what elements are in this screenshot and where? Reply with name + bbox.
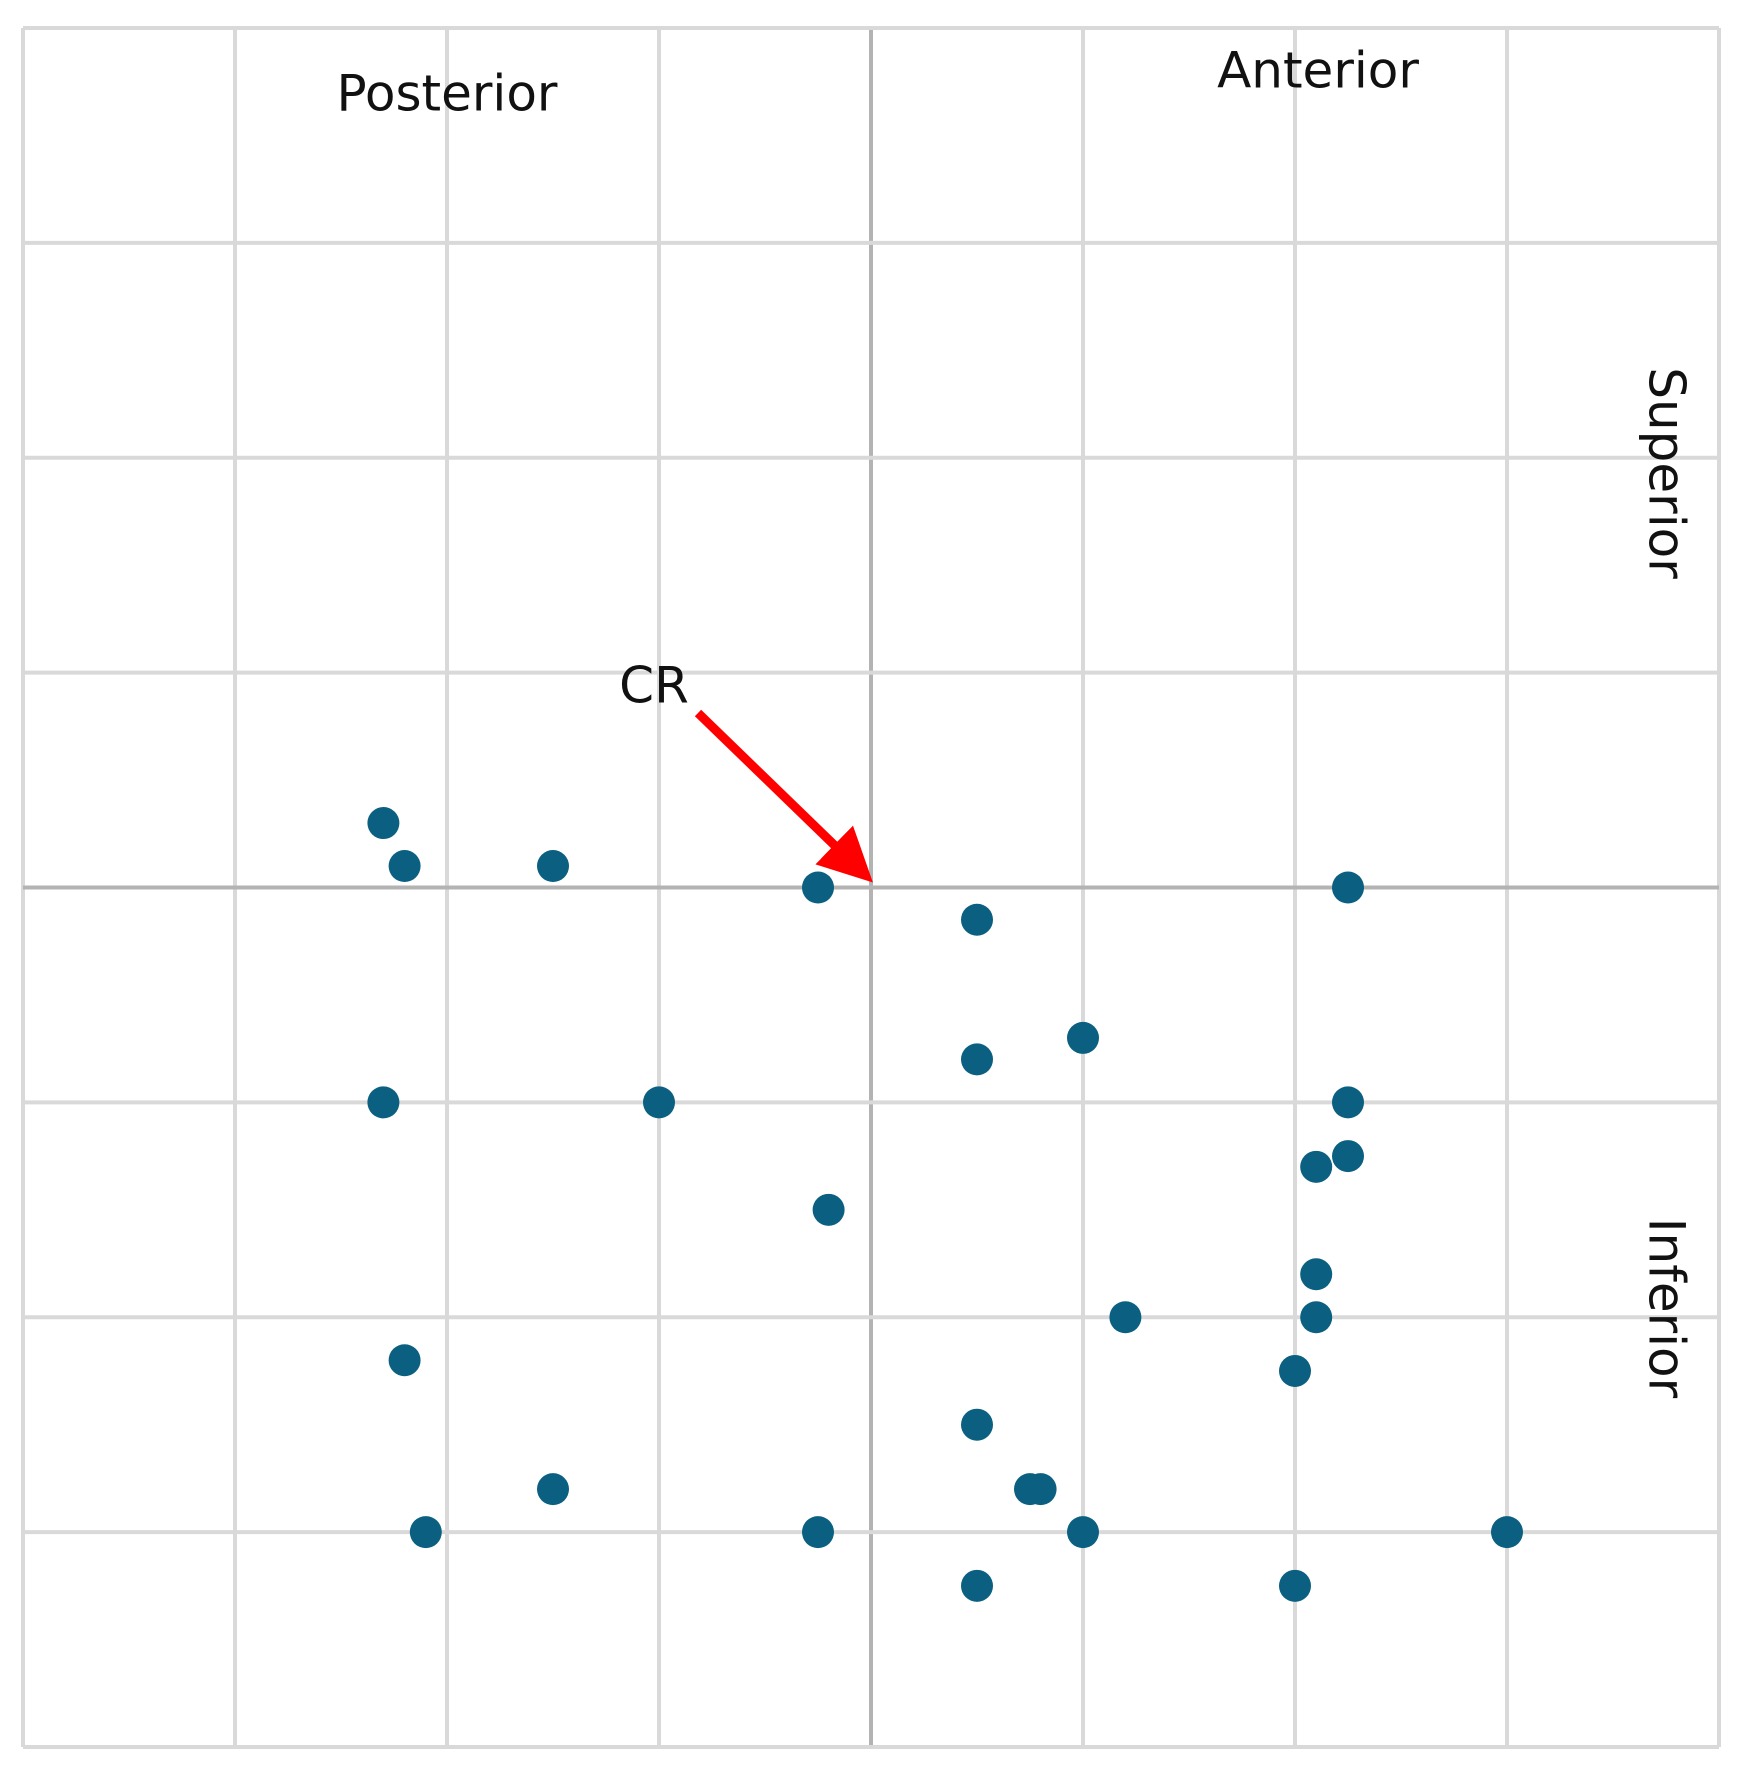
point bbox=[961, 1408, 993, 1441]
point bbox=[1300, 1258, 1333, 1291]
point bbox=[802, 1516, 834, 1549]
point bbox=[961, 1043, 993, 1076]
point bbox=[1332, 1086, 1364, 1119]
point bbox=[1279, 1354, 1311, 1387]
point bbox=[1300, 1301, 1333, 1334]
posterior-label: Posterior bbox=[337, 65, 558, 123]
point bbox=[367, 1086, 400, 1119]
point bbox=[388, 850, 421, 883]
annotation: CR bbox=[619, 657, 689, 715]
point bbox=[961, 903, 993, 936]
points bbox=[367, 807, 1523, 1602]
point bbox=[802, 871, 834, 904]
point bbox=[1332, 1140, 1364, 1173]
point bbox=[1109, 1301, 1142, 1334]
point bbox=[1279, 1569, 1311, 1602]
point bbox=[1491, 1516, 1523, 1549]
point bbox=[1067, 1516, 1099, 1549]
annotation-arrow bbox=[694, 709, 873, 883]
point bbox=[1067, 1021, 1099, 1054]
point bbox=[812, 1193, 845, 1226]
point bbox=[537, 850, 569, 883]
point bbox=[367, 807, 400, 840]
point bbox=[388, 1344, 421, 1377]
point bbox=[1300, 1150, 1333, 1183]
point bbox=[1332, 871, 1364, 904]
point bbox=[1024, 1473, 1057, 1506]
point bbox=[409, 1516, 442, 1549]
anterior-label: Anterior bbox=[1217, 42, 1419, 100]
superior-label: Superior bbox=[1638, 367, 1696, 579]
inferior-label: Inferior bbox=[1638, 1218, 1696, 1399]
point bbox=[537, 1473, 569, 1506]
point bbox=[961, 1569, 993, 1602]
grid bbox=[21, 26, 1721, 1749]
point bbox=[643, 1086, 675, 1119]
